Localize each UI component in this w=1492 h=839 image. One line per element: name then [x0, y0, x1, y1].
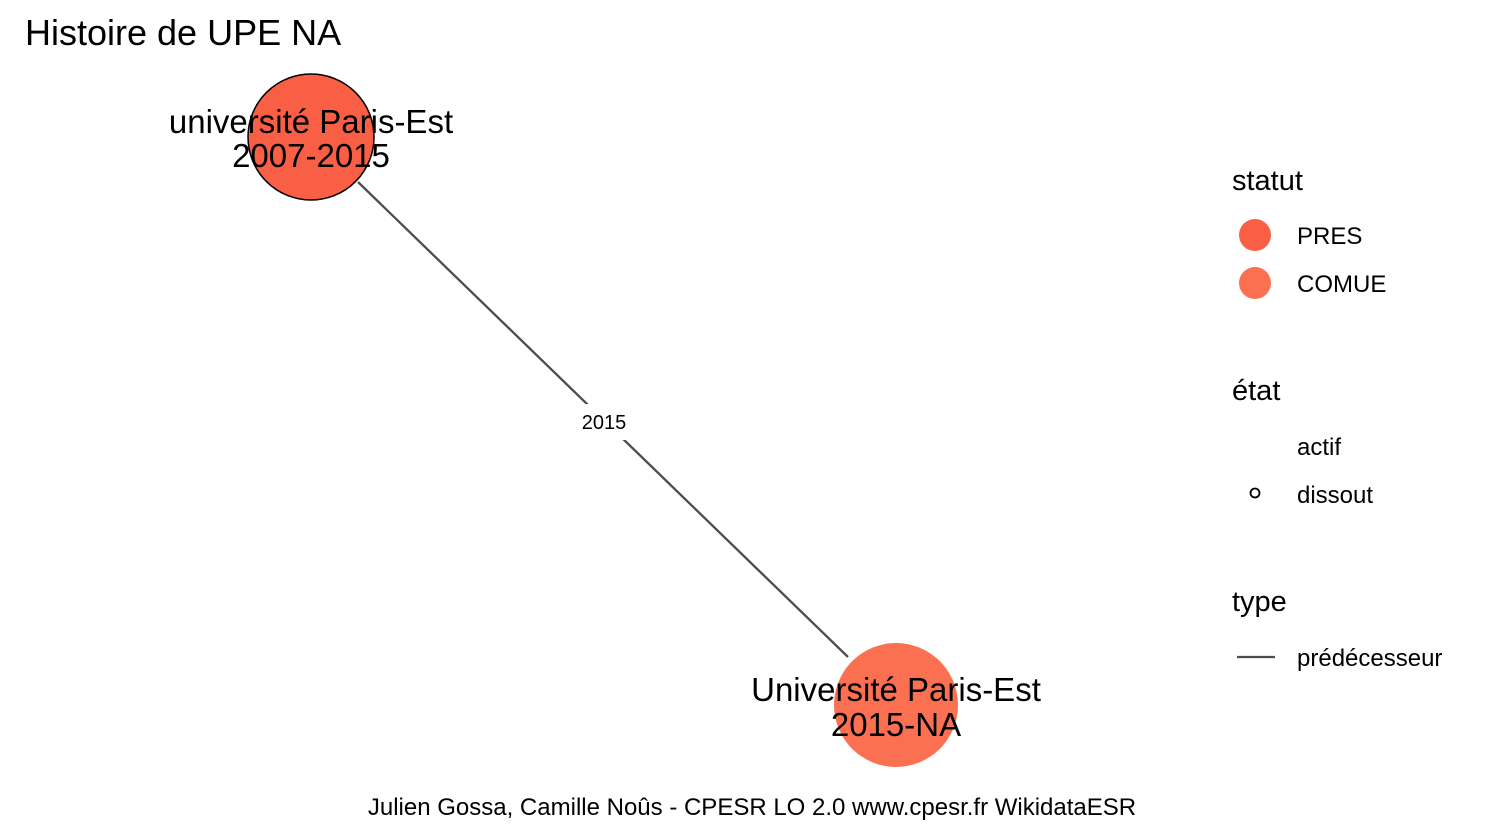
legend-comue-swatch — [1239, 267, 1271, 299]
legend-dissout-symbol — [1249, 487, 1261, 499]
node-universite-paris-est-pres — [247, 73, 375, 201]
node-universite-paris-est-comue — [834, 643, 958, 767]
legend-type-title: type — [1232, 586, 1287, 618]
node-2-period: 2015-NA — [831, 706, 961, 743]
legend-type: type prédécesseur — [1232, 586, 1442, 672]
legend-predecessor-label: prédécesseur — [1297, 645, 1442, 672]
caption: Julien Gossa, Camille Noûs - CPESR LO 2.… — [368, 794, 1136, 821]
node-1-period: 2007-2015 — [232, 137, 390, 174]
legend-dissout-label: dissout — [1297, 482, 1373, 509]
node-1-name: université Paris-Est — [169, 103, 453, 140]
legend-pres-label: PRES — [1297, 223, 1362, 250]
legend-etat-title: état — [1232, 375, 1280, 407]
chart-title: Histoire de UPE NA — [25, 12, 341, 53]
edge-label-background — [570, 404, 638, 440]
legend-statut: statut PRES COMUE — [1232, 165, 1386, 299]
legend-actif-label: actif — [1297, 434, 1341, 461]
node-2-name: Université Paris-Est — [751, 671, 1041, 708]
legend-pres-swatch — [1239, 219, 1271, 251]
edge-label-year: 2015 — [582, 412, 627, 434]
legend-etat: état actif dissout — [1232, 375, 1373, 509]
legend-statut-title: statut — [1232, 165, 1303, 197]
legend-comue-label: COMUE — [1297, 271, 1386, 298]
